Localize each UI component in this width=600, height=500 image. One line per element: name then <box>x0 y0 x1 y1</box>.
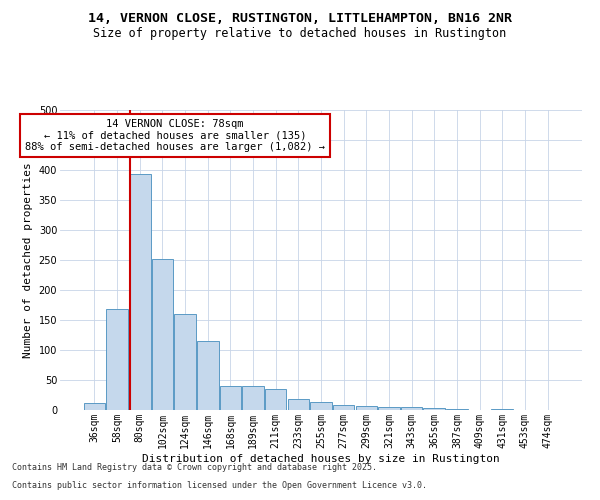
Text: Contains public sector information licensed under the Open Government Licence v3: Contains public sector information licen… <box>12 481 427 490</box>
Bar <box>265 389 286 410</box>
Bar <box>197 341 218 410</box>
Bar <box>106 309 128 410</box>
Text: 14 VERNON CLOSE: 78sqm
← 11% of detached houses are smaller (135)
88% of semi-de: 14 VERNON CLOSE: 78sqm ← 11% of detached… <box>25 119 325 152</box>
Bar <box>84 404 105 410</box>
Bar <box>310 402 332 410</box>
Bar <box>220 386 241 410</box>
Bar <box>175 314 196 410</box>
Y-axis label: Number of detached properties: Number of detached properties <box>23 162 33 358</box>
Bar <box>129 174 151 410</box>
Bar <box>152 259 173 410</box>
Bar <box>424 408 445 410</box>
Bar <box>356 406 377 410</box>
Bar <box>333 405 355 410</box>
Bar <box>401 407 422 410</box>
Bar <box>242 386 264 410</box>
X-axis label: Distribution of detached houses by size in Rustington: Distribution of detached houses by size … <box>142 454 500 464</box>
Bar <box>446 409 467 410</box>
Text: Size of property relative to detached houses in Rustington: Size of property relative to detached ho… <box>94 28 506 40</box>
Text: Contains HM Land Registry data © Crown copyright and database right 2025.: Contains HM Land Registry data © Crown c… <box>12 464 377 472</box>
Bar <box>378 407 400 410</box>
Bar <box>287 399 309 410</box>
Text: 14, VERNON CLOSE, RUSTINGTON, LITTLEHAMPTON, BN16 2NR: 14, VERNON CLOSE, RUSTINGTON, LITTLEHAMP… <box>88 12 512 26</box>
